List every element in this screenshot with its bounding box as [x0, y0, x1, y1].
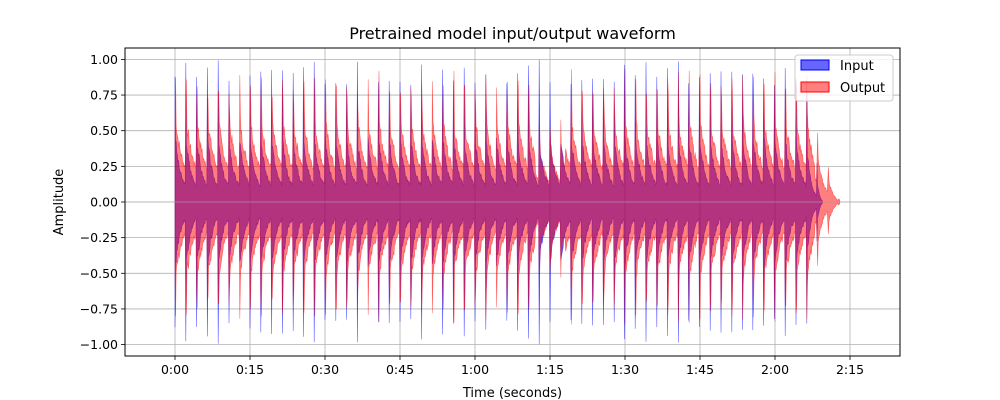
y-tick-label: −0.50: [80, 266, 118, 281]
y-tick-label: −0.75: [80, 301, 118, 316]
x-tick-label: 0:00: [161, 362, 189, 377]
y-tick-label: 0.50: [90, 123, 118, 138]
y-tick-label: 0.75: [90, 88, 118, 103]
legend-swatch-output: [800, 81, 830, 93]
x-tick-label: 1:15: [536, 362, 564, 377]
x-tick-label: 1:45: [686, 362, 714, 377]
x-tick-label: 0:30: [311, 362, 339, 377]
legend: Input Output: [794, 54, 894, 102]
x-tick-label: 2:15: [836, 362, 864, 377]
chart-title: Pretrained model input/output waveform: [349, 24, 676, 43]
y-tick-label: −1.00: [80, 337, 118, 352]
legend-label-output: Output: [840, 81, 885, 96]
y-tick-label: 0.00: [90, 195, 118, 210]
legend-label-input: Input: [840, 59, 874, 74]
x-tick-label: 2:00: [761, 362, 789, 377]
x-tick-label: 0:45: [386, 362, 414, 377]
y-axis-ticks: −1.00 −0.75 −0.50 −0.25 0.00 0.25 0.50 0.75 1.00: [80, 52, 125, 352]
x-axis-label: Time (seconds): [462, 386, 562, 400]
y-tick-label: 1.00: [90, 52, 118, 67]
x-tick-label: 0:15: [236, 362, 264, 377]
legend-swatch-input: [800, 59, 830, 71]
x-tick-label: 1:30: [611, 362, 639, 377]
y-tick-label: 0.25: [90, 159, 118, 174]
x-tick-label: 1:00: [461, 362, 489, 377]
y-axis-label: Amplitude: [52, 169, 67, 236]
y-tick-label: −0.25: [80, 230, 118, 245]
x-axis-ticks: 0:00 0:15 0:30 0:45 1:00 1:15 1:30 1:45 2:00 2:15: [161, 356, 864, 377]
series-layer: [125, 59, 900, 345]
